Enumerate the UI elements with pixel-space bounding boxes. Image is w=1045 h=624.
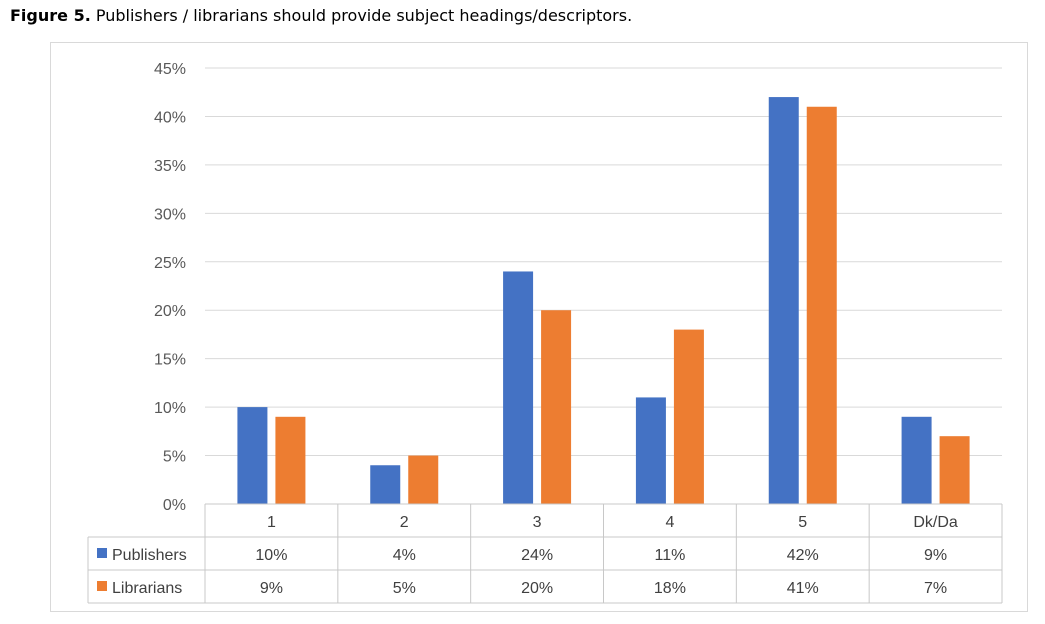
legend-label-publishers: Publishers [112,547,187,564]
bar-librarians-2 [408,455,439,504]
bar-librarians-3 [541,310,572,504]
x-category-label: 2 [400,514,409,531]
y-tick-label: 5% [163,449,186,466]
data-label: 9% [924,547,947,564]
data-label: 42% [787,547,819,564]
bar-publishers-dkda [901,416,932,504]
x-category-label: 1 [267,514,276,531]
data-label: 4% [393,547,416,564]
data-label: 24% [521,547,553,564]
bar-librarians-5 [806,106,837,504]
y-tick-label: 10% [154,400,186,417]
data-label: 20% [521,580,553,597]
data-label: 11% [654,547,685,564]
x-category-label: 5 [798,514,807,531]
bar-publishers-5 [768,97,799,505]
data-label: 7% [924,580,947,597]
legend-swatch-publishers [97,548,107,558]
bar-librarians-1 [275,416,306,504]
bar-publishers-1 [237,407,268,504]
y-tick-label: 45% [154,61,186,78]
figure-caption-text: Publishers / librarians should provide s… [95,6,633,25]
data-label: 9% [260,580,283,597]
bar-publishers-2 [370,465,401,504]
figure-caption: Figure 5. Publishers / librarians should… [10,6,632,25]
data-label: 5% [393,580,416,597]
figure-caption-label: Figure 5. [10,6,91,25]
bar-publishers-4 [635,397,666,504]
y-tick-label: 40% [154,109,186,126]
y-tick-label: 35% [154,158,186,175]
bar-publishers-3 [503,271,534,504]
data-label: 18% [654,580,686,597]
bar-librarians-dkda [939,436,970,504]
x-category-label: Dk/Da [913,514,958,531]
y-tick-label: 25% [154,255,186,272]
legend-label-librarians: Librarians [112,580,182,597]
y-tick-label: 20% [154,303,186,320]
y-tick-label: 0% [163,497,186,514]
y-tick-label: 15% [154,352,186,369]
x-category-label: 4 [665,514,674,531]
legend-swatch-librarians [97,581,107,591]
data-label: 41% [787,580,819,597]
bar-librarians-4 [673,329,704,504]
data-label: 10% [255,547,287,564]
x-category-label: 3 [533,514,542,531]
chart-area [50,42,1028,612]
y-tick-label: 30% [154,206,186,223]
